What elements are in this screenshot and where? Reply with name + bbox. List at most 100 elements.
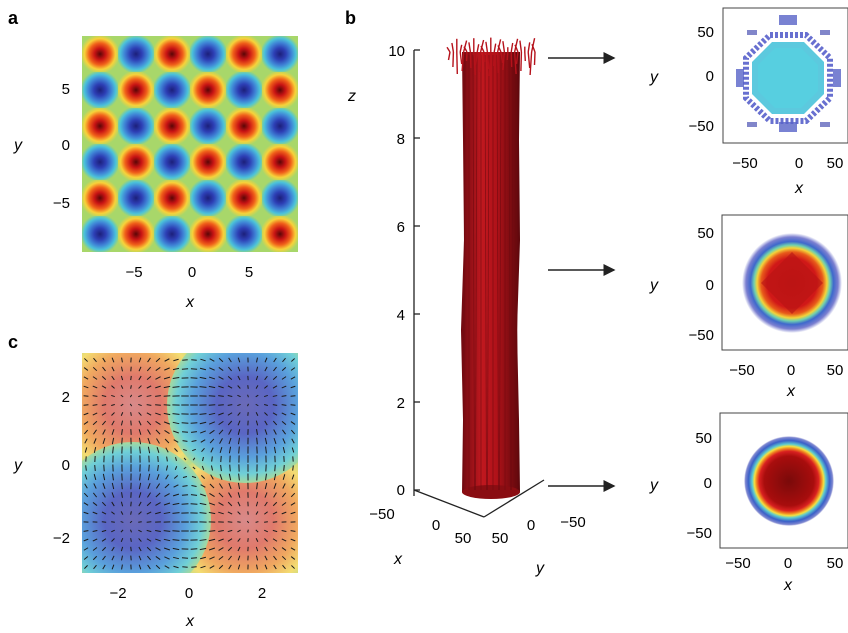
heatmap-hot-cell [190,72,226,108]
vector-arrow [101,420,107,426]
column-fringe [446,46,451,53]
heatmap-cold-cell [262,108,298,144]
column-fringe [531,43,536,53]
vector-arrow [218,547,224,551]
heatmap-cold-cell [154,216,190,252]
vector-arrow [237,546,241,552]
vector-arrow [155,492,161,498]
vector-arrow [290,421,296,425]
heatmap-cold-cell [154,144,190,180]
heatmap-hot-cell [154,36,190,72]
vector-arrow [237,366,241,372]
vector-arrow [255,403,259,407]
panel-b-ytick: −50 [560,514,585,531]
column-fringe [502,51,506,71]
vector-arrow [191,566,197,568]
vector-arrow [120,538,124,542]
column-fringe [475,51,478,66]
vector-arrow [146,385,152,389]
vector-arrow [273,492,277,498]
vector-arrow [102,492,106,498]
heatmap-cold-cell [262,36,298,72]
vector-arrow [237,429,241,435]
heatmap-cold-cell [154,72,190,108]
vector-arrow [120,375,124,381]
vector-arrow [218,420,224,426]
vector-arrow [199,367,207,371]
vector-arrow [156,438,160,444]
slice-bottom-ylabel: y [649,477,659,494]
vector-arrow [92,502,98,506]
vector-arrow [92,492,98,498]
vector-arrow [156,474,160,480]
vector-arrow [237,385,241,389]
vector-arrow [273,564,277,570]
column-fringe [476,44,480,53]
vector-arrow [138,555,142,561]
panel-a-ytick: 5 [62,81,70,98]
vector-arrow [83,412,89,416]
vector-arrow [148,464,150,472]
heatmap-cold-cell [118,36,154,72]
vector-arrow [83,429,89,435]
vector-arrow [102,482,106,490]
vector-arrow [190,557,198,559]
vector-arrow [111,394,115,398]
slice-top-xtick: 0 [795,155,803,172]
vector-arrow [281,502,287,506]
heatmap-cold-cell [190,36,226,72]
panel-c-ytick: 2 [62,389,70,406]
vector-arrow [83,538,89,542]
vector-arrow [190,431,198,433]
vector-arrow [227,412,233,416]
column-fringe [451,42,455,53]
vector-arrow [273,473,277,481]
vector-arrow [84,438,88,444]
panel-a-label: a [8,8,19,28]
vector-arrow [164,438,170,444]
vector-arrow [155,429,161,435]
vector-arrow [147,446,151,454]
vector-arrow [147,357,151,363]
vector-arrow [138,412,142,416]
vector-arrow [130,511,132,515]
vector-arrow [172,512,180,514]
slice-mid-ytick: −50 [689,327,714,344]
vector-arrow [281,366,287,372]
vector-arrow [208,412,216,416]
vector-arrow [111,420,115,426]
vector-arrow [155,483,161,489]
vector-arrow [155,511,161,515]
vector-arrow [227,395,233,397]
vector-arrow [208,421,216,425]
vector-arrow [200,475,206,479]
panel-a-ytick: −5 [53,195,70,212]
vector-arrow [237,375,241,381]
vector-arrow [147,473,151,481]
vector-arrow [190,368,198,370]
vector-arrow [101,529,107,533]
heatmap-hot-cell [190,216,226,252]
column-fringe [488,51,492,77]
vector-arrow [164,358,170,362]
heatmap-hot-cell [118,72,154,108]
vector-arrow [210,447,214,453]
vector-arrow [92,385,98,389]
vector-arrow [163,511,171,515]
vector-arrow [272,529,278,533]
slice-bottom-xlabel: x [783,577,793,594]
vector-arrow [138,564,142,570]
heatmap-hot-cell [118,144,154,180]
vector-arrow [173,430,179,434]
vector-arrow [247,403,249,407]
vector-arrow [191,485,197,487]
vector-arrow [138,437,142,445]
vector-arrow [92,366,98,372]
vector-arrow [237,521,241,523]
heatmap-hot-cell [190,144,226,180]
column-streak [475,54,478,491]
vector-arrow [264,529,268,533]
vector-arrow [111,538,115,542]
vector-arrow [264,394,268,398]
vector-arrow [283,465,285,471]
